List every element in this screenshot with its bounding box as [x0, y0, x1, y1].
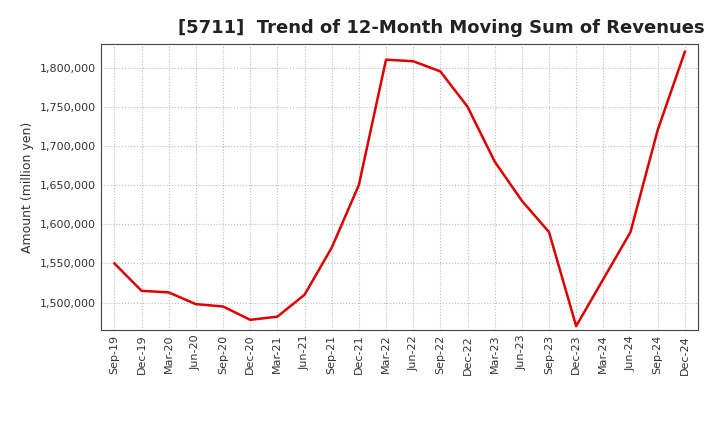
- Text: [5711]  Trend of 12-Month Moving Sum of Revenues: [5711] Trend of 12-Month Moving Sum of R…: [179, 19, 705, 37]
- Y-axis label: Amount (million yen): Amount (million yen): [22, 121, 35, 253]
